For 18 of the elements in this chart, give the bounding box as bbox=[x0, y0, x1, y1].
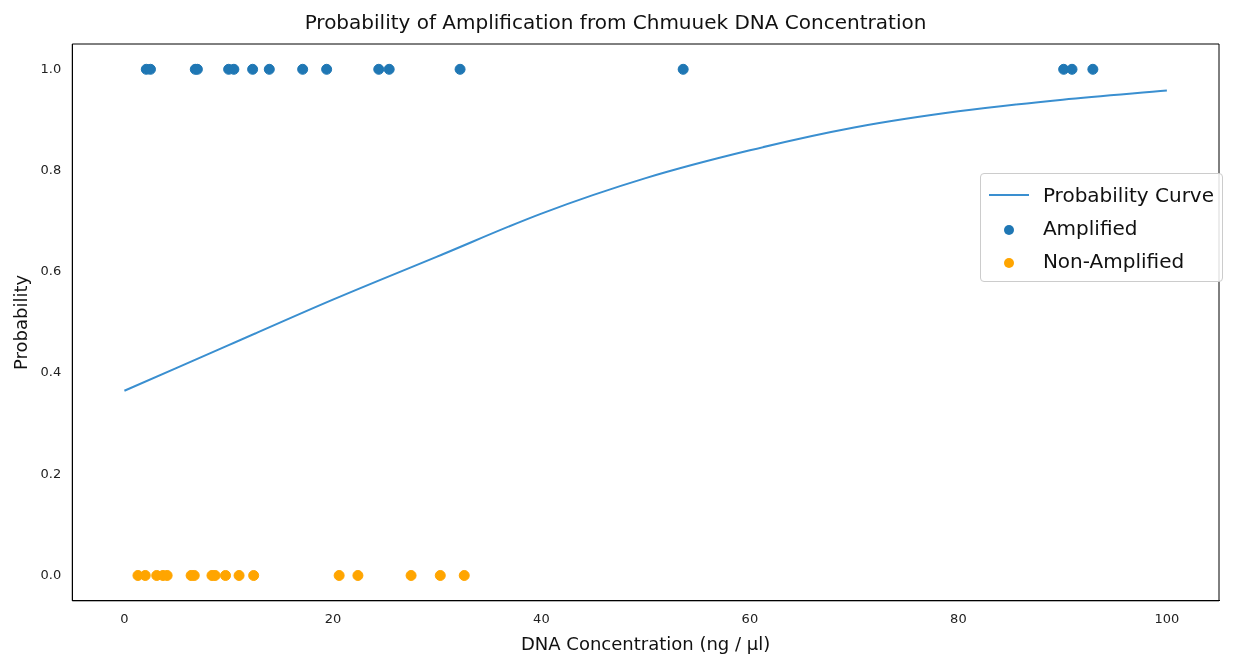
legend-label: Amplified bbox=[1042, 215, 1138, 240]
x-tick-label: 20 bbox=[324, 610, 342, 626]
x-tick-label: 0 bbox=[120, 610, 129, 626]
y-tick-label: 0.8 bbox=[40, 161, 62, 177]
legend-label: Non-Amplified bbox=[1042, 248, 1185, 273]
x-axis-title: DNA Concentration (ng / μl) bbox=[521, 632, 771, 654]
x-tick-label: 60 bbox=[741, 610, 759, 626]
x-tick-label: 100 bbox=[1154, 610, 1180, 626]
x-tick-label: 40 bbox=[533, 610, 550, 626]
y-tick-label: 0.4 bbox=[40, 364, 62, 380]
y-tick-label: 0.2 bbox=[40, 465, 62, 481]
y-axis-title: Probability bbox=[10, 274, 32, 370]
legend-label: Probability Curve bbox=[1042, 182, 1214, 207]
y-tick-label: 1.0 bbox=[40, 60, 62, 76]
chart-title: Probability of Amplification from Chmuuek DNA Concentration bbox=[304, 10, 927, 35]
x-tick-label: 80 bbox=[950, 610, 967, 626]
y-tick-label: 0.0 bbox=[40, 566, 62, 582]
y-tick-label: 0.6 bbox=[40, 263, 62, 279]
